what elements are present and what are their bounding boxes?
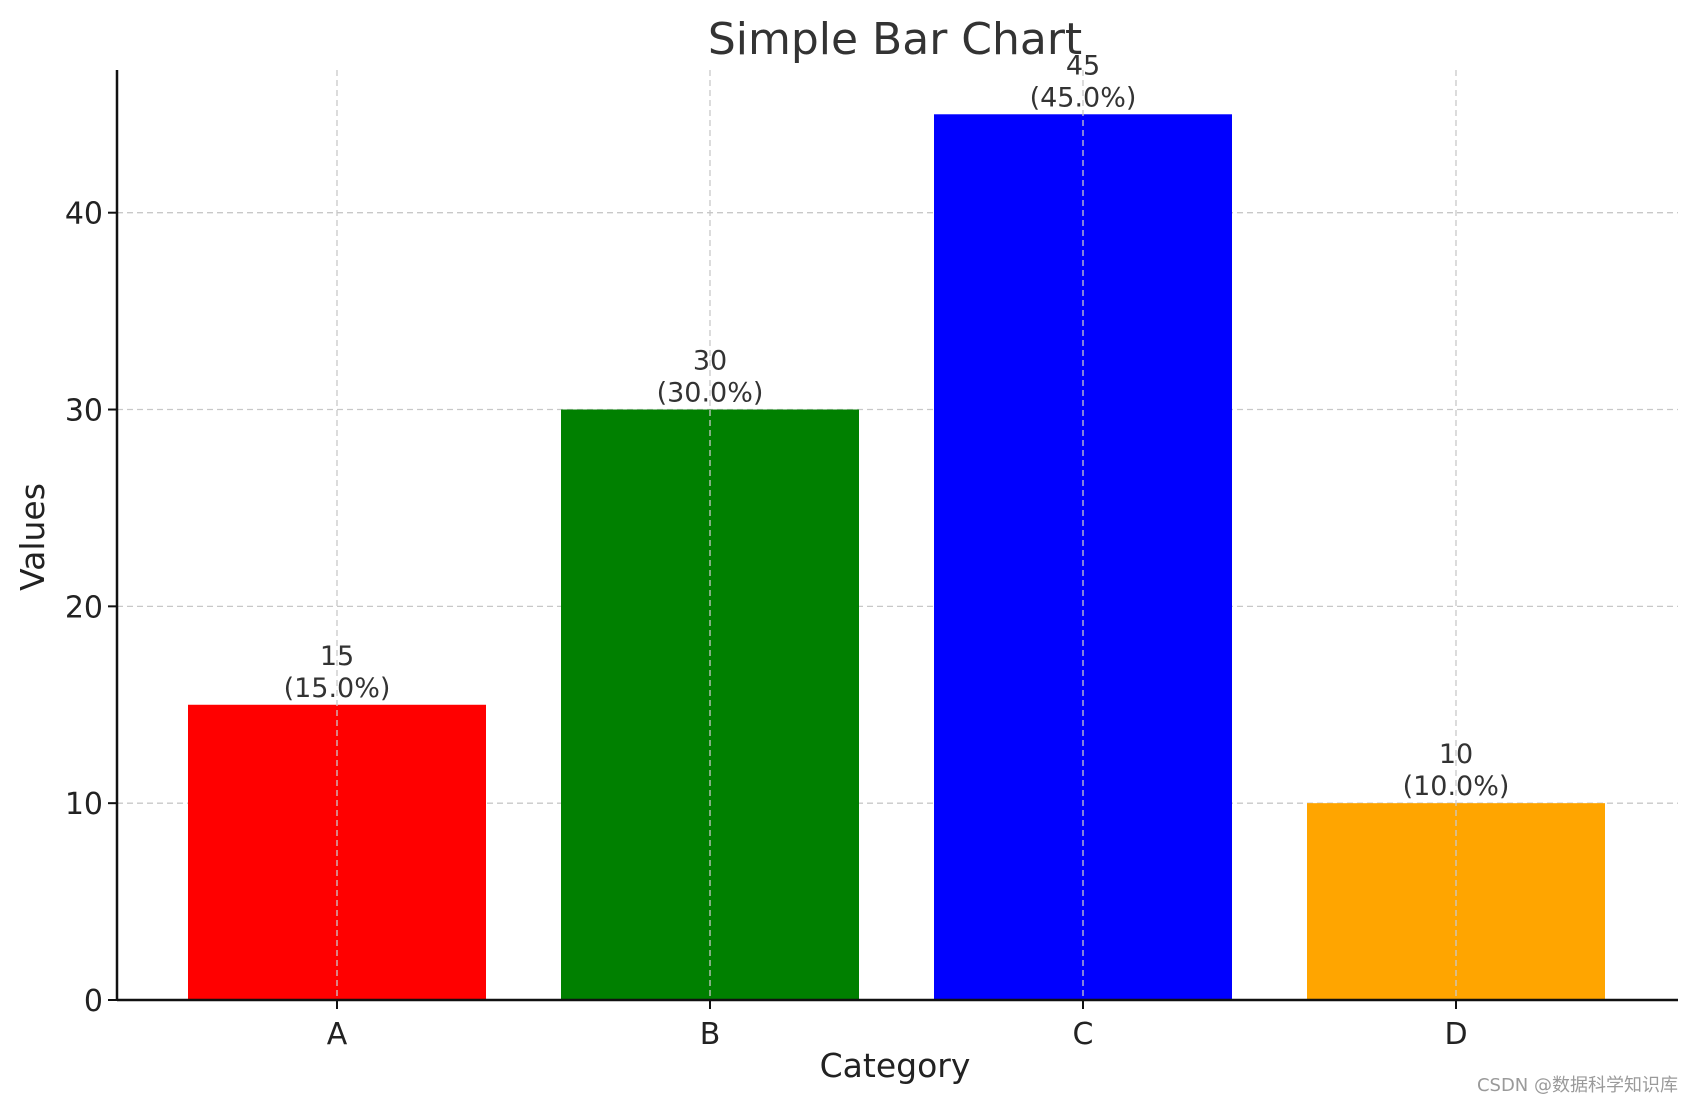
axes (115, 70, 1678, 1002)
data-label-value: 15 (320, 641, 354, 672)
y-axis-title: Values (13, 483, 52, 591)
x-axis-title: Category (820, 1046, 971, 1085)
x-tick-label-d: D (1444, 1017, 1467, 1052)
data-label-value: 30 (693, 346, 727, 377)
y-tick-label: 40 (65, 197, 103, 232)
y-tick-label: 10 (65, 787, 103, 822)
watermark: CSDN @数据科学知识库 (1477, 1075, 1678, 1096)
chart-title: Simple Bar Chart (708, 14, 1082, 65)
x-tick-label-b: B (700, 1017, 721, 1052)
data-labels: 15(15.0%) 30(30.0%) 45(45.0%) 10(10.0%) (284, 50, 1510, 802)
y-tick-label: 20 (65, 590, 103, 625)
ticks: 0 10 20 30 40 A B C D (65, 197, 1468, 1052)
data-label-percent: (45.0%) (1030, 82, 1137, 113)
data-label-value: 45 (1066, 50, 1100, 81)
data-label-percent: (15.0%) (284, 673, 391, 704)
bar-c (934, 114, 1232, 1001)
x-tick-label-c: C (1073, 1017, 1094, 1052)
y-tick-label: 0 (84, 984, 103, 1019)
x-tick-label-a: A (327, 1017, 348, 1052)
data-label-value: 10 (1439, 739, 1473, 770)
y-tick-label: 30 (65, 394, 103, 429)
data-label-percent: (10.0%) (1403, 771, 1510, 802)
data-label-percent: (30.0%) (657, 378, 764, 409)
